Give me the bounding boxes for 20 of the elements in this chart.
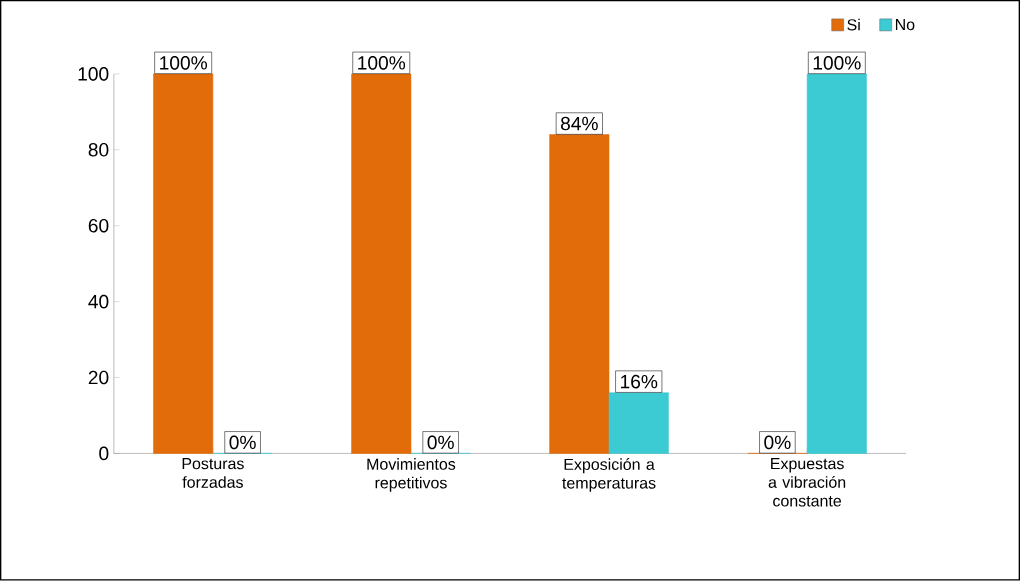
y-tick-label: 60 [88,219,109,233]
y-tick-label: 0 [99,446,109,461]
data-label: 84% [560,117,598,131]
x-tick-label: Movimientos repetitivos [367,458,456,492]
data-label: 100% [813,56,861,70]
x-tick-label: Posturas forzadas [182,458,244,489]
data-label: 16% [621,375,658,389]
y-tick-label: 80 [88,143,109,157]
x-tick-label: Exposición a temperaturas [562,458,656,493]
data-label: 100% [160,56,208,70]
data-label: 100% [358,56,406,70]
data-label: 0% [427,435,454,450]
y-tick-label: 40 [88,295,109,309]
y-tick-label: 100 [78,67,109,81]
y-tick-label: 20 [88,370,109,385]
data-label: 0% [229,435,256,450]
legend-label: No [895,19,915,31]
legend-label: Si [847,19,860,31]
x-tick-label: Expuestas a vibración constante [768,458,846,507]
data-label: 0% [764,435,791,450]
